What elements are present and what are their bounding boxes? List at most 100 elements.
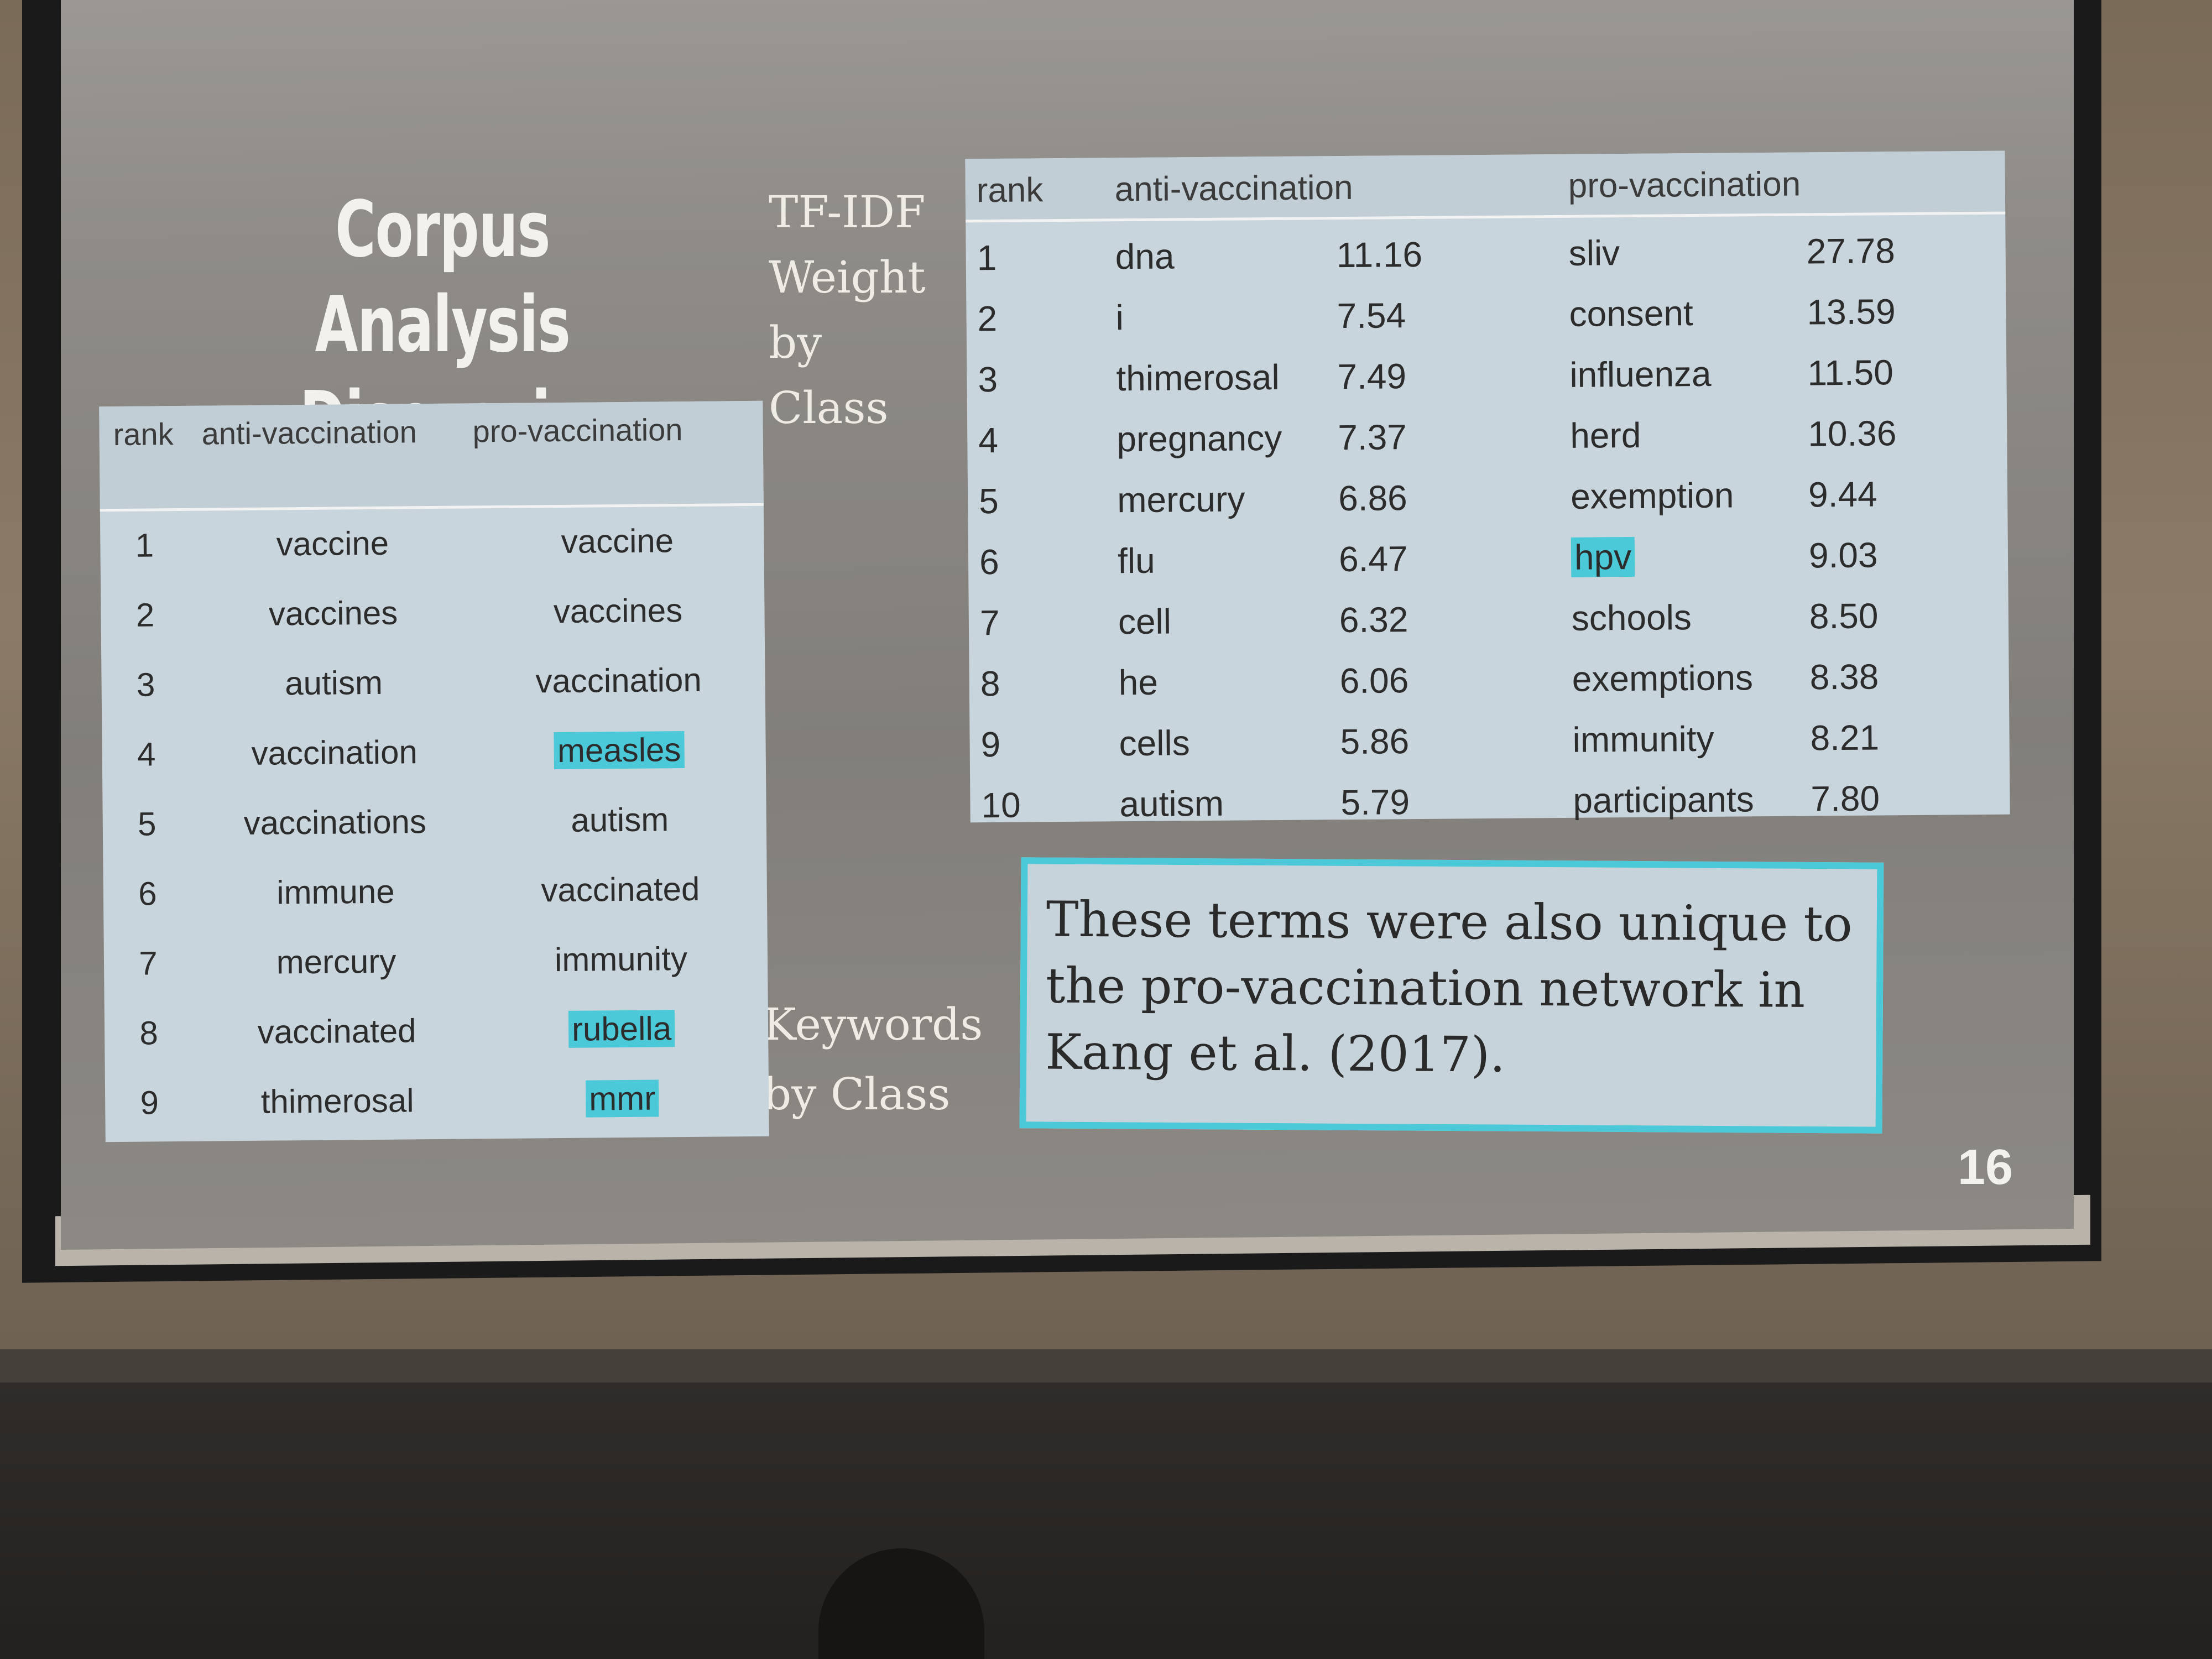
- table-row: 1 vaccine vaccine: [100, 509, 764, 585]
- pro-vaccination-term-cell: participants: [1573, 779, 1755, 821]
- pro-vaccination-cell: mmr: [503, 1078, 742, 1119]
- anti-vaccination-term-cell: i: [1115, 298, 1124, 338]
- keywords-label-line: Keywords: [763, 999, 983, 1050]
- highlighted-term: hpv: [1571, 536, 1635, 577]
- pro-vaccination-term-cell: immunity: [1572, 718, 1714, 760]
- anti-vaccination-cell: vaccinations: [243, 803, 427, 842]
- rank-cell: 6: [138, 875, 157, 912]
- table-row: 2 i 7.54 consent 13.59: [966, 278, 2006, 347]
- pro-vaccination-weight-cell: 27.78: [1806, 231, 1896, 272]
- rank-cell: 2: [977, 298, 998, 339]
- pro-vaccination-weight-cell: 8.21: [1810, 717, 1880, 758]
- tfidf-label-line: TF-IDF: [769, 186, 926, 238]
- pro-vaccination-term-cell: hpv: [1571, 536, 1635, 578]
- highlighted-term: measles: [554, 731, 685, 770]
- anti-vaccination-term-cell: cells: [1119, 723, 1190, 764]
- slide-number: 16: [1958, 1140, 2013, 1195]
- table-row: 6 immune vaccinated: [103, 857, 767, 933]
- anti-vaccination-cell: autism: [284, 664, 383, 702]
- anti-vaccination-cell: vaccination: [251, 733, 418, 772]
- pro-vaccination-term-cell: sliv: [1568, 233, 1620, 273]
- anti-vaccination-weight-cell: 7.49: [1337, 356, 1407, 397]
- rank-cell: 6: [979, 541, 999, 582]
- column-header-anti-vaccination: anti-vaccination: [201, 414, 418, 451]
- column-header-rank: rank: [976, 171, 1044, 210]
- pro-vaccination-cell: measles: [500, 730, 738, 770]
- anti-vaccination-cell: thimerosal: [260, 1082, 414, 1120]
- table-row: 4 pregnancy 7.37 herd 10.36: [967, 400, 2007, 469]
- anti-vaccination-cell: vaccines: [268, 594, 398, 633]
- anti-vaccination-term-cell: mercury: [1117, 479, 1245, 520]
- column-header-pro-vaccination: pro-vaccination: [1568, 165, 1801, 205]
- keywords-table: rank anti-vaccination pro-vaccination 1 v…: [99, 400, 769, 1142]
- rank-cell: 3: [978, 359, 998, 400]
- rank-cell: 7: [139, 945, 158, 982]
- tfidf-label-line: Weight: [769, 252, 926, 303]
- rank-cell: 4: [978, 420, 999, 461]
- table-row: 8 vaccinated rubella: [105, 997, 769, 1073]
- callout-note-line: the pro-vaccination network in: [1045, 957, 1806, 1019]
- highlighted-term: mmr: [585, 1079, 659, 1118]
- pro-vaccination-cell: vaccinated: [541, 870, 700, 909]
- table-row: 5 vaccinations autism: [102, 787, 766, 864]
- anti-vaccination-term-cell: flu: [1117, 540, 1155, 581]
- keywords-table-header: rank anti-vaccination pro-vaccination: [99, 400, 764, 512]
- pro-vaccination-term-cell: exemptions: [1572, 658, 1754, 699]
- rank-cell: 10: [981, 785, 1021, 826]
- column-header-rank: rank: [113, 416, 174, 452]
- anti-vaccination-weight-cell: 7.54: [1337, 295, 1406, 336]
- table-row: 9 thimerosal mmr: [105, 1066, 769, 1142]
- anti-vaccination-cell: vaccine: [276, 524, 389, 563]
- table-row: 8 he 6.06 exemptions 8.38: [969, 643, 2009, 712]
- table-row: 6 flu 6.47 hpv 9.03: [968, 521, 2008, 591]
- rank-cell: 5: [978, 481, 999, 521]
- tfidf-table: rank anti-vaccination pro-vaccination 1 d…: [965, 150, 2010, 826]
- pro-vaccination-term-cell: schools: [1571, 597, 1692, 638]
- anti-vaccination-weight-cell: 11.16: [1336, 234, 1423, 275]
- anti-vaccination-weight-cell: 5.79: [1340, 782, 1410, 823]
- table-row: 4 vaccination measles: [102, 718, 766, 794]
- anti-vaccination-cell: immune: [276, 873, 395, 911]
- pro-vaccination-term-cell: consent: [1569, 293, 1693, 334]
- rank-cell: 3: [136, 666, 155, 703]
- table-row: 2 vaccines vaccines: [101, 578, 765, 655]
- rank-cell: 8: [980, 663, 1000, 704]
- rank-cell: 9: [980, 724, 1001, 765]
- pro-vaccination-weight-cell: 7.80: [1811, 778, 1880, 819]
- column-header-pro-vaccination: pro-vaccination: [472, 412, 683, 449]
- anti-vaccination-cell: mercury: [276, 942, 397, 981]
- pro-vaccination-cell: vaccination: [535, 661, 702, 700]
- pro-vaccination-cell: autism: [571, 801, 669, 839]
- anti-vaccination-cell: vaccinated: [257, 1012, 416, 1051]
- callout-note-box: These terms were also unique to the pro-…: [1019, 857, 1884, 1134]
- pro-vaccination-weight-cell: 8.38: [1809, 656, 1879, 697]
- pro-vaccination-term-cell: herd: [1569, 415, 1641, 456]
- pro-vaccination-cell: vaccines: [553, 592, 683, 630]
- anti-vaccination-term-cell: cell: [1118, 601, 1172, 642]
- tfidf-section-label: TF-IDF Weight by Class: [769, 180, 951, 441]
- rank-cell: 1: [977, 237, 997, 278]
- anti-vaccination-term-cell: autism: [1119, 783, 1224, 825]
- rank-cell: 8: [139, 1014, 159, 1052]
- rank-cell: 7: [979, 602, 1000, 643]
- room-floor: [0, 1383, 2212, 1659]
- rank-cell: 4: [137, 735, 156, 773]
- slide-title-line-1: Corpus Analysis: [315, 185, 571, 370]
- pro-vaccination-weight-cell: 8.50: [1809, 596, 1879, 637]
- table-row: 9 cells 5.86 immunity 8.21: [969, 704, 2010, 773]
- rank-cell: 1: [135, 526, 154, 564]
- column-header-anti-vaccination: anti-vaccination: [1114, 168, 1353, 209]
- table-row: 5 mercury 6.86 exemption 9.44: [968, 461, 2008, 530]
- tfidf-table-header: rank anti-vaccination pro-vaccination: [965, 150, 2006, 223]
- anti-vaccination-weight-cell: 7.37: [1338, 417, 1407, 458]
- table-row: 1 dna 11.16 sliv 27.78: [966, 217, 2006, 286]
- table-row: 3 thimerosal 7.49 influenza 11.50: [967, 339, 2007, 408]
- rank-cell: 9: [140, 1084, 159, 1121]
- anti-vaccination-term-cell: thimerosal: [1116, 357, 1280, 399]
- callout-note-line: These terms were also unique to: [1046, 890, 1853, 953]
- keywords-label-line: by Class: [763, 1068, 951, 1120]
- pro-vaccination-weight-cell: 9.03: [1808, 535, 1878, 576]
- anti-vaccination-weight-cell: 6.47: [1338, 539, 1408, 580]
- anti-vaccination-weight-cell: 6.86: [1338, 478, 1407, 519]
- callout-note-line: Kang et al. (2017).: [1045, 1023, 1506, 1083]
